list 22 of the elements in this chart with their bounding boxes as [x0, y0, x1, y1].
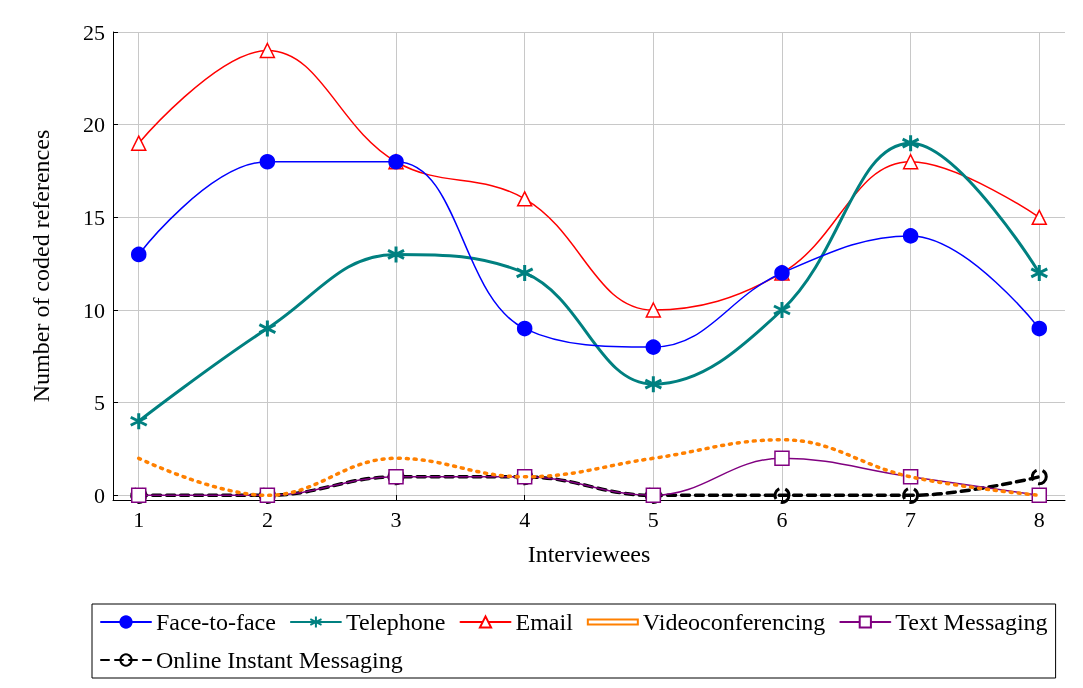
x-tick-label: 2: [261, 506, 273, 532]
legend-label: Videoconferencing: [642, 609, 826, 635]
x-tick-label: 5: [647, 506, 659, 532]
legend-label: Online Instant Messaging: [156, 647, 403, 673]
x-tick-label: 3: [390, 506, 402, 532]
y-tick-label: 15: [83, 204, 105, 230]
y-axis-title: Number of coded references: [28, 129, 54, 403]
y-tick-label: 5: [94, 390, 105, 416]
legend-label: Email: [515, 609, 574, 635]
legend-label: Telephone: [345, 609, 446, 635]
x-tick-label: 7: [905, 506, 917, 532]
y-tick-label: 20: [83, 112, 105, 138]
y-tick-label: 25: [83, 19, 105, 45]
x-tick-label: 6: [776, 506, 788, 532]
legend-label: Face-to-face: [156, 609, 276, 635]
legend-label: Text Messaging: [895, 609, 1048, 635]
x-axis-title: Interviewees: [527, 541, 651, 567]
y-tick-label: 10: [83, 297, 105, 323]
y-tick-label: 0: [94, 482, 105, 508]
x-tick-label: 1: [133, 506, 145, 532]
x-tick-label: 8: [1033, 506, 1045, 532]
x-tick-label: 4: [519, 506, 531, 532]
